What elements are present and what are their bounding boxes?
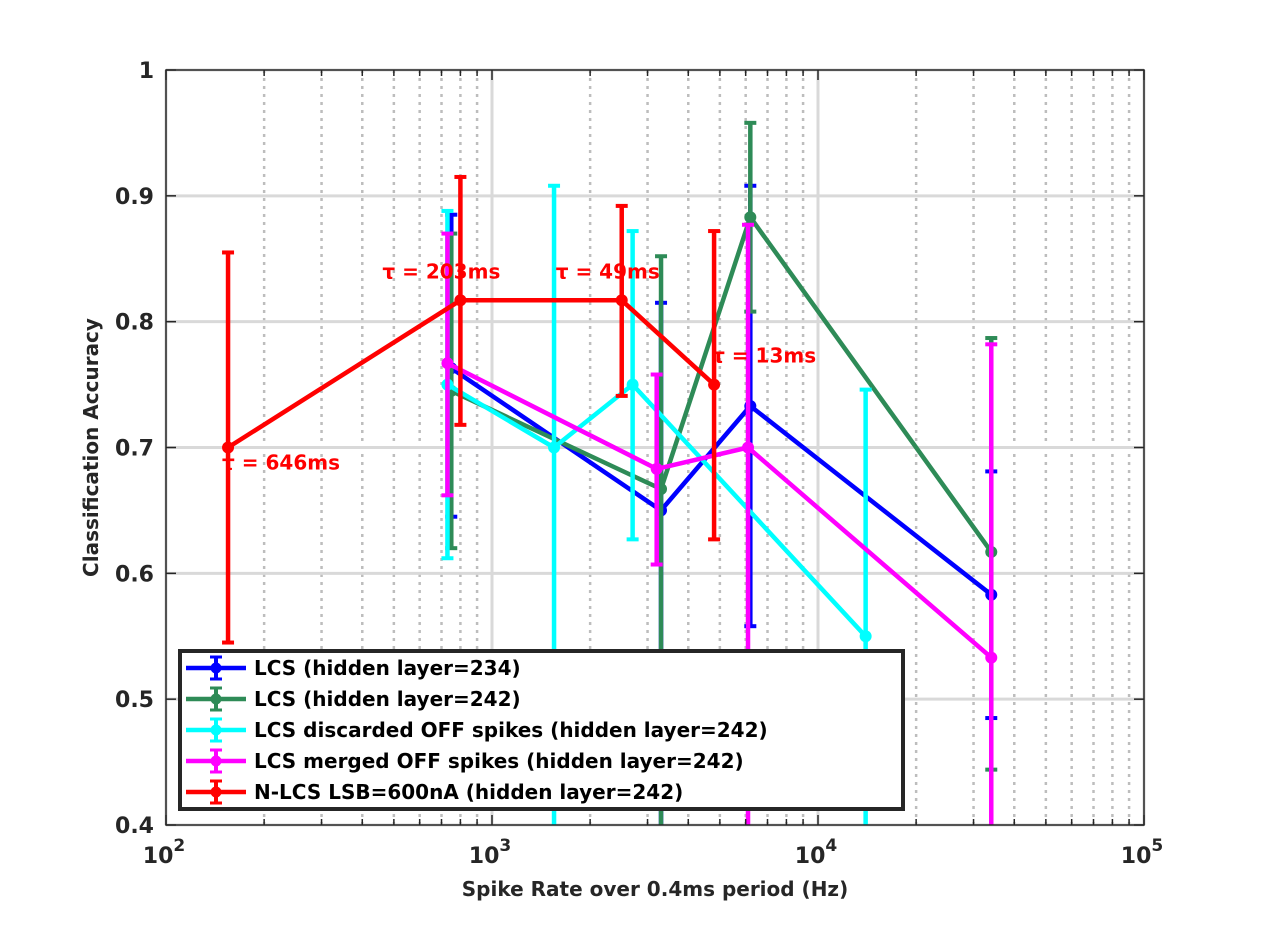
data-point: [708, 378, 721, 391]
legend-label: LCS (hidden layer=242): [254, 687, 521, 711]
legend-label: LCS discarded OFF spikes (hidden layer=2…: [254, 718, 768, 742]
legend-entry-1: LCS (hidden layer=234): [186, 655, 521, 681]
annotations: τ = 646ms τ = 203ms τ = 49ms τ = 13ms: [222, 259, 816, 474]
data-point: [454, 294, 467, 307]
x-tick-label: 103: [469, 836, 511, 869]
y-tick-label: 0.8: [115, 311, 154, 336]
data-point: [650, 462, 663, 475]
legend: LCS (hidden layer=234) LCS (hidden layer=…: [178, 649, 905, 811]
y-tick-label: 0.5: [115, 688, 154, 713]
legend-label: LCS merged OFF spikes (hidden layer=242): [254, 749, 744, 773]
axes: 0.4 0.5 0.6 0.7 0.8 0.9 1 102 103 104 105: [115, 59, 1163, 869]
data-point: [441, 357, 454, 370]
annotation-label: τ = 13ms: [712, 344, 816, 368]
data-point: [742, 441, 755, 454]
series-group: [222, 120, 998, 825]
x-tick-label: 105: [1121, 836, 1163, 869]
y-tick-label: 0.4: [115, 814, 154, 839]
x-axis-title: Spike Rate over 0.4ms period (Hz): [462, 877, 848, 901]
data-point: [615, 294, 628, 307]
data-point: [626, 378, 639, 391]
y-tick-label: 0.6: [115, 562, 154, 587]
y-tick-label: 0.7: [115, 437, 154, 462]
x-tick-label: 104: [795, 836, 838, 869]
legend-box: [178, 649, 905, 811]
legend-swatch-marker: [210, 662, 222, 674]
series-line: [226, 298, 716, 450]
data-point: [744, 211, 757, 224]
data-point: [222, 441, 235, 454]
legend-label: N-LCS LSB=600nA (hidden layer=242): [254, 780, 683, 804]
legend-swatch-marker: [210, 693, 222, 705]
annotation-label: τ = 49ms: [556, 259, 660, 283]
legend-entry-3: LCS discarded OFF spikes (hidden layer=2…: [186, 717, 768, 743]
legend-label: LCS (hidden layer=234): [254, 656, 521, 680]
legend-swatch-marker: [210, 724, 222, 736]
y-tick-label: 0.9: [115, 185, 154, 210]
annotation-label: τ = 646ms: [222, 451, 340, 475]
data-point: [548, 441, 561, 454]
series-5: [222, 174, 721, 645]
data-point: [859, 630, 872, 643]
y-tick-label: 1: [139, 59, 154, 84]
x-tick-label: 102: [143, 836, 185, 869]
legend-entry-5: N-LCS LSB=600nA (hidden layer=242): [186, 779, 683, 805]
series-line: [446, 361, 993, 660]
legend-entry-4: LCS merged OFF spikes (hidden layer=242): [186, 748, 744, 774]
data-point: [985, 651, 998, 664]
legend-swatch-marker: [210, 786, 222, 798]
series-4: [441, 222, 998, 825]
legend-swatch-marker: [210, 755, 222, 767]
legend-entry-2: LCS (hidden layer=242): [186, 686, 521, 712]
annotation-label: τ = 203ms: [382, 259, 500, 283]
y-axis-title: Classification Accuracy: [79, 318, 103, 577]
